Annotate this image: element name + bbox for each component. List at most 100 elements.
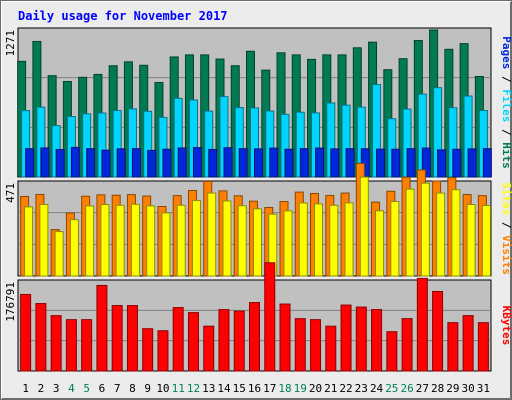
bar-kbytes-day-5 <box>81 319 93 372</box>
x-axis: 1 2 3 4 5 6 7 8 9 10 11 12 13 14 15 16 17 18 19 20 21 22 23 24 2… <box>22 382 490 395</box>
bar-pages-day-4 <box>70 146 80 178</box>
bar-kbytes-day-2 <box>35 303 47 372</box>
bar-sites-day-18 <box>283 210 293 277</box>
legend-files: Files <box>500 89 512 122</box>
x-tick-label-day-9: 9 <box>144 382 151 395</box>
bar-pages-day-5 <box>86 148 96 178</box>
bar-pages-day-17 <box>269 147 279 178</box>
bar-kbytes-day-22 <box>340 304 352 372</box>
legend-sites: Sites <box>500 182 512 215</box>
bar-kbytes-day-24 <box>371 309 383 372</box>
bar-sites-day-29 <box>451 189 461 277</box>
bar-sites-day-28 <box>436 192 446 277</box>
bar-kbytes-day-3 <box>50 315 62 372</box>
bar-pages-day-18 <box>284 148 294 178</box>
bar-kbytes-day-19 <box>294 318 306 372</box>
bar-kbytes-day-27 <box>416 277 428 372</box>
x-tick-label-day-26: 26 <box>400 382 413 395</box>
bar-pages-day-13 <box>208 148 218 178</box>
bar-sites-day-4 <box>69 219 79 277</box>
bar-pages-day-30 <box>467 148 477 178</box>
x-tick-label-day-16: 16 <box>248 382 261 395</box>
x-tick-label-day-2: 2 <box>38 382 45 395</box>
bar-sites-day-3 <box>54 231 64 277</box>
bar-kbytes-day-13 <box>203 325 215 372</box>
bar-kbytes-day-28 <box>432 290 444 372</box>
bar-pages-day-26 <box>406 148 416 178</box>
bar-pages-day-16 <box>254 148 263 178</box>
bar-kbytes-day-25 <box>386 331 398 372</box>
panel-bottom: 176791 KBytes <box>4 262 512 372</box>
bar-pages-day-15 <box>238 148 248 178</box>
bar-pages-day-9 <box>147 149 157 178</box>
x-tick-label-day-19: 19 <box>294 382 307 395</box>
panel-top: 1271 Pages / Files / Hits <box>4 27 512 178</box>
bar-pages-day-1 <box>25 148 35 178</box>
bar-sites-day-27 <box>420 182 430 277</box>
x-tick-label-day-10: 10 <box>156 382 169 395</box>
x-tick-label-day-31: 31 <box>477 382 490 395</box>
bar-kbytes-day-9 <box>142 328 154 372</box>
x-tick-label-day-28: 28 <box>431 382 444 395</box>
bar-sites-day-25 <box>390 201 400 277</box>
x-tick-label-day-17: 17 <box>263 382 276 395</box>
bar-sites-day-13 <box>207 192 217 277</box>
bar-sites-day-7 <box>115 204 125 277</box>
bar-sites-day-6 <box>100 204 110 277</box>
bar-sites-day-2 <box>39 204 49 277</box>
bar-pages-day-10 <box>162 148 172 178</box>
panel-bottom-legend-label: KBytes <box>500 306 512 346</box>
bar-kbytes-day-1 <box>20 293 32 372</box>
bar-pages-day-31 <box>482 148 492 178</box>
x-tick-label-day-21: 21 <box>324 382 337 395</box>
x-tick-label-day-30: 30 <box>461 382 474 395</box>
panel-bottom-max-label: 176791 <box>4 282 17 322</box>
bar-pages-day-25 <box>391 148 401 178</box>
bar-pages-day-24 <box>376 148 386 178</box>
bar-kbytes-day-15 <box>233 310 245 372</box>
x-tick-label-day-18: 18 <box>278 382 291 395</box>
x-tick-label-day-25: 25 <box>385 382 398 395</box>
bar-pages-day-12 <box>192 147 202 178</box>
legend-separator: / <box>500 69 512 89</box>
legend-separator: / <box>500 215 512 235</box>
bar-pages-day-8 <box>131 148 141 178</box>
bar-kbytes-day-23 <box>355 306 367 372</box>
legend-visits: Visits <box>500 235 512 275</box>
x-tick-label-day-20: 20 <box>309 382 322 395</box>
bar-sites-day-19 <box>298 202 308 277</box>
x-tick-label-day-6: 6 <box>99 382 106 395</box>
bar-pages-day-29 <box>452 148 462 178</box>
x-tick-label-day-7: 7 <box>114 382 121 395</box>
legend-separator: / <box>500 122 512 142</box>
bar-kbytes-day-7 <box>111 305 123 372</box>
bar-pages-day-11 <box>177 147 187 178</box>
legend-kbytes: KBytes <box>500 306 512 346</box>
x-tick-label-day-22: 22 <box>339 382 352 395</box>
x-tick-label-day-3: 3 <box>53 382 60 395</box>
x-tick-label-day-24: 24 <box>370 382 384 395</box>
x-tick-label-day-12: 12 <box>187 382 200 395</box>
bar-sites-day-30 <box>466 204 476 277</box>
x-tick-label-day-29: 29 <box>446 382 459 395</box>
x-tick-label-day-15: 15 <box>233 382 246 395</box>
legend-pages: Pages <box>500 36 512 69</box>
bar-sites-day-23 <box>359 176 369 277</box>
panel-middle-legend-label: Sites / Visits <box>500 182 512 275</box>
x-tick-label-day-23: 23 <box>355 382 368 395</box>
bar-kbytes-day-21 <box>325 325 337 372</box>
bar-pages-day-21 <box>330 148 340 178</box>
bar-sites-day-31 <box>481 205 491 277</box>
bar-sites-day-12 <box>191 200 201 277</box>
bar-kbytes-day-16 <box>249 302 260 372</box>
bar-pages-day-2 <box>40 147 50 178</box>
bar-kbytes-day-30 <box>462 315 474 372</box>
bar-sites-day-8 <box>130 203 140 277</box>
bar-pages-day-20 <box>315 147 325 178</box>
bar-sites-day-1 <box>24 206 34 277</box>
bar-pages-day-3 <box>55 148 65 178</box>
bar-sites-day-22 <box>344 202 354 277</box>
bar-sites-day-21 <box>329 204 339 277</box>
x-tick-label-day-27: 27 <box>416 382 429 395</box>
